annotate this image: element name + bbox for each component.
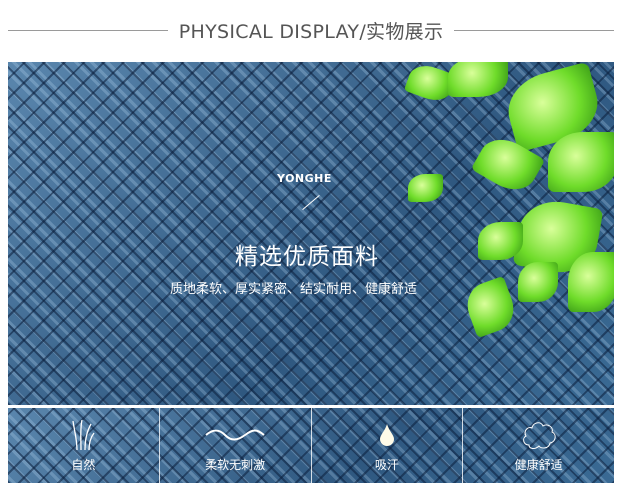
feature-strip: 自然 柔软无刺激 吸汗 健康舒适 [8, 408, 614, 483]
slash-divider [302, 195, 320, 210]
feature-natural: 自然 [8, 408, 160, 483]
feature-label: 自然 [71, 458, 96, 472]
feature-label: 柔软无刺激 [205, 458, 266, 472]
divider [454, 30, 614, 31]
section-header: PHYSICAL DISPLAY/实物展示 [0, 16, 622, 44]
fabric-banner: YONGHE 精选优质面料 质地柔软、厚实紧密、结实耐用、健康舒适 [8, 62, 614, 405]
section-title: PHYSICAL DISPLAY/实物展示 [178, 20, 444, 43]
banner-title: 精选优质面料 [235, 244, 379, 270]
grass-icon [71, 418, 95, 452]
feature-label: 健康舒适 [514, 458, 563, 472]
water-drop-icon [379, 418, 395, 452]
brand-name: YONGHE [277, 172, 332, 185]
divider [8, 30, 168, 31]
cloud-icon [521, 418, 557, 452]
feature-label: 吸汗 [374, 458, 399, 472]
feature-healthy: 健康舒适 [463, 408, 614, 483]
feature-sweat: 吸汗 [312, 408, 464, 483]
feature-soft: 柔软无刺激 [160, 408, 312, 483]
banner-subtitle: 质地柔软、厚实紧密、结实耐用、健康舒适 [170, 282, 418, 297]
wave-icon [205, 418, 265, 452]
